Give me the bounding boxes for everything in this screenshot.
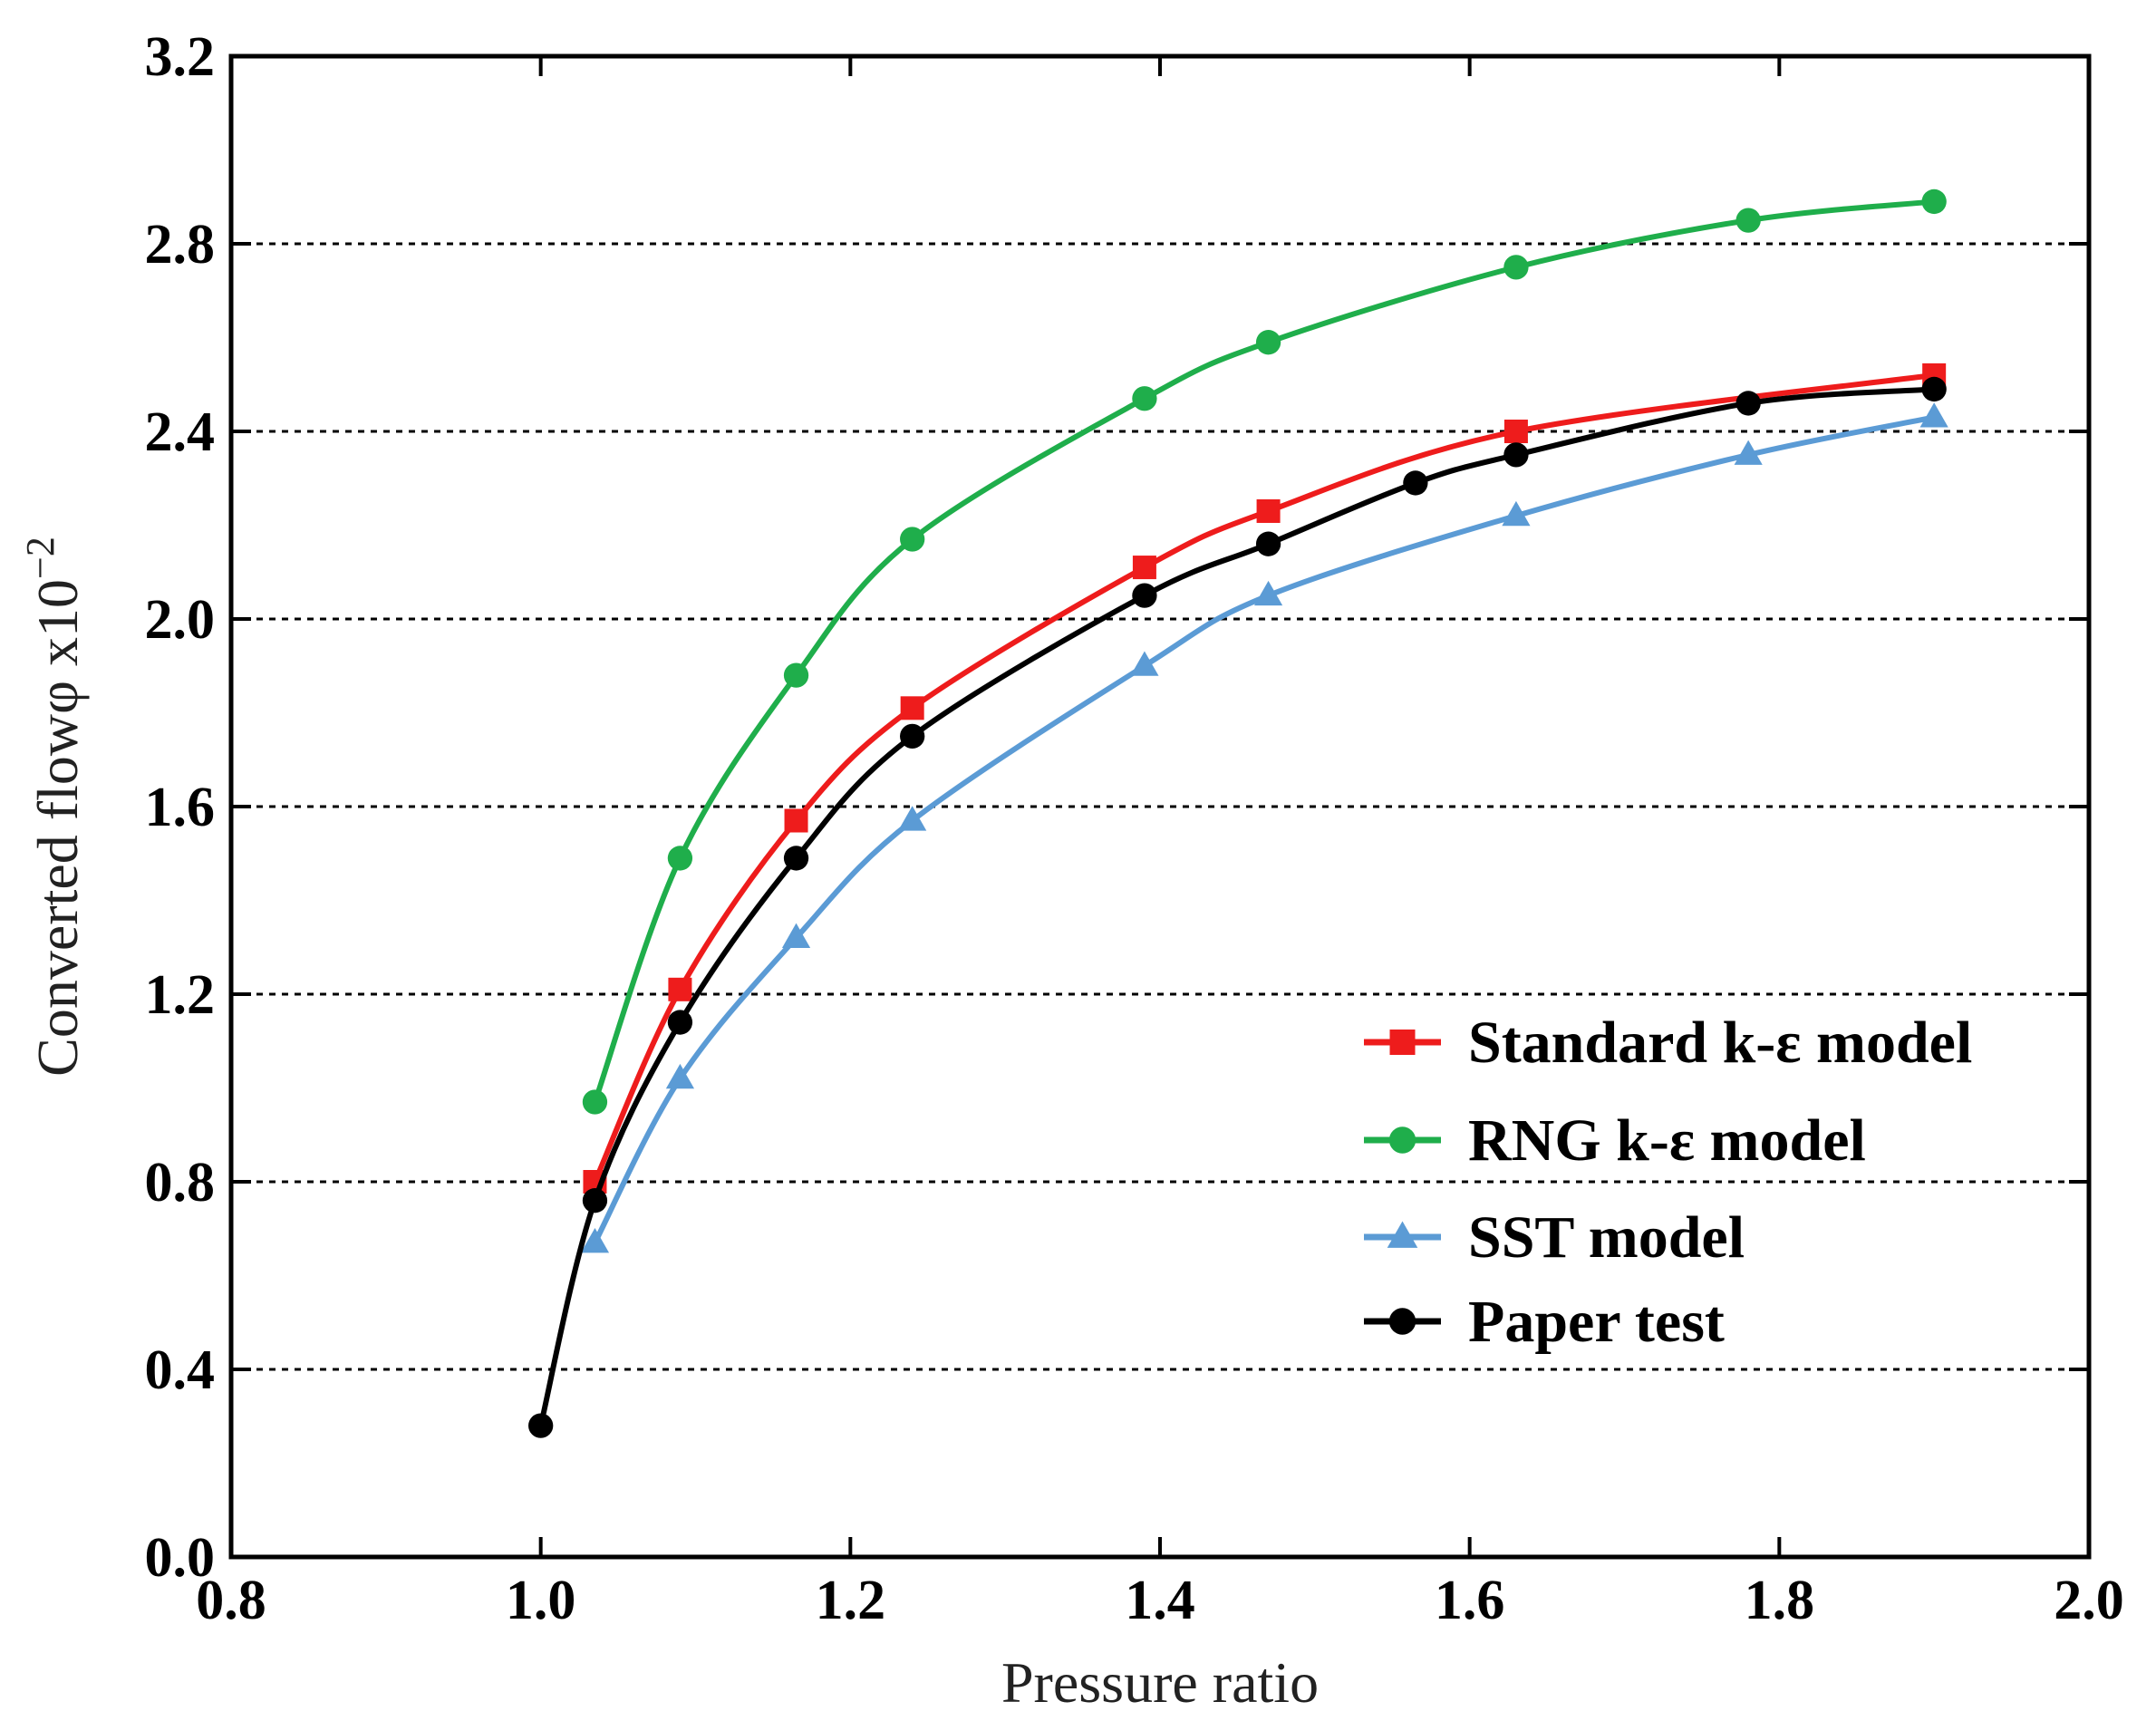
x-tick-label: 1.2 bbox=[816, 1570, 886, 1631]
x-axis-title: Pressure ratio bbox=[1001, 1650, 1319, 1715]
data-point bbox=[1919, 402, 1948, 428]
legend-label: Standard k-ε model bbox=[1468, 1010, 1972, 1076]
legend-swatch-marker bbox=[1389, 1030, 1416, 1055]
legend-label: SST model bbox=[1468, 1204, 1745, 1271]
x-tick-label: 1.4 bbox=[1125, 1570, 1195, 1631]
data-point bbox=[1921, 376, 1947, 402]
data-point bbox=[1130, 651, 1159, 676]
data-point bbox=[668, 977, 692, 1001]
data-point bbox=[667, 1010, 693, 1035]
legend-swatch-marker bbox=[1388, 1126, 1416, 1154]
series-1 bbox=[582, 189, 1947, 1115]
y-tick-label: 0.0 bbox=[145, 1527, 216, 1589]
legend-label: RNG k-ε model bbox=[1468, 1107, 1866, 1174]
data-point bbox=[582, 1188, 608, 1213]
y-tick-label: 0.4 bbox=[145, 1339, 216, 1401]
data-point bbox=[1255, 531, 1281, 556]
legend-swatch-marker bbox=[1387, 1221, 1418, 1248]
legend-item: RNG k-ε model bbox=[1364, 1107, 1866, 1174]
data-point bbox=[582, 1089, 608, 1115]
y-tick-label: 2.0 bbox=[145, 589, 216, 651]
legend-item: Paper test bbox=[1364, 1289, 1725, 1355]
series-2 bbox=[580, 402, 1948, 1253]
grid-lines bbox=[231, 242, 2089, 1371]
y-axis-title-main: Converted flowφ x10 bbox=[25, 579, 90, 1077]
x-tick-label: 0.8 bbox=[196, 1570, 266, 1631]
data-point bbox=[528, 1413, 554, 1438]
legend-label: Paper test bbox=[1468, 1289, 1725, 1355]
data-point bbox=[900, 723, 925, 749]
data-point bbox=[900, 696, 924, 720]
data-point bbox=[1921, 189, 1947, 215]
series-layer bbox=[528, 189, 1948, 1438]
data-point bbox=[1503, 420, 1528, 443]
data-point bbox=[580, 1228, 610, 1253]
series-3 bbox=[528, 376, 1947, 1438]
data-point bbox=[784, 808, 808, 833]
y-tick-label: 2.8 bbox=[145, 214, 216, 276]
legend: Standard k-ε model RNG k-ε model SST model… bbox=[1364, 1010, 1972, 1355]
legend-item: Standard k-ε model bbox=[1364, 1010, 1972, 1076]
data-point bbox=[1502, 500, 1531, 527]
data-point bbox=[1403, 470, 1428, 496]
y-axis-title-exponent: −2 bbox=[18, 537, 63, 579]
data-point bbox=[1255, 330, 1281, 355]
data-point bbox=[1132, 583, 1157, 608]
y-tick-label: 1.6 bbox=[145, 777, 216, 838]
data-point bbox=[783, 662, 809, 688]
axis-ticks: 0.0 0.4 0.8 1.2 1.6 2.0 2.4 2.8 3.2 0.8 1.0 1.2 1.4 1… bbox=[145, 26, 2124, 1631]
x-tick-label: 1.0 bbox=[506, 1570, 576, 1631]
x-tick-label: 1.8 bbox=[1745, 1570, 1815, 1631]
data-point bbox=[665, 1063, 695, 1089]
y-tick-label: 2.4 bbox=[145, 401, 216, 463]
y-tick-label: 1.2 bbox=[145, 964, 216, 1026]
data-point bbox=[781, 923, 811, 948]
y-axis-title: Converted flowφ x10−2 bbox=[18, 537, 90, 1077]
series-line bbox=[592, 372, 1935, 1184]
series-0 bbox=[583, 363, 1947, 1194]
y-tick-label: 0.8 bbox=[145, 1152, 216, 1213]
data-point bbox=[1503, 442, 1529, 468]
data-point bbox=[900, 527, 925, 552]
data-point bbox=[1734, 440, 1763, 465]
data-point bbox=[1503, 255, 1529, 280]
y-tick-label: 3.2 bbox=[145, 26, 216, 88]
data-point bbox=[1735, 208, 1761, 233]
data-point bbox=[783, 846, 809, 871]
data-point bbox=[1256, 498, 1281, 523]
legend-swatch-marker bbox=[1388, 1308, 1416, 1335]
series-line bbox=[537, 386, 1935, 1426]
data-point bbox=[667, 846, 693, 871]
x-tick-label: 1.6 bbox=[1435, 1570, 1505, 1631]
data-point bbox=[898, 806, 927, 831]
data-point bbox=[1132, 386, 1157, 411]
legend-item: SST model bbox=[1364, 1204, 1745, 1271]
data-point bbox=[1735, 391, 1761, 416]
data-point bbox=[1132, 556, 1156, 580]
data-point bbox=[1253, 580, 1283, 606]
x-tick-label: 2.0 bbox=[2054, 1570, 2124, 1631]
